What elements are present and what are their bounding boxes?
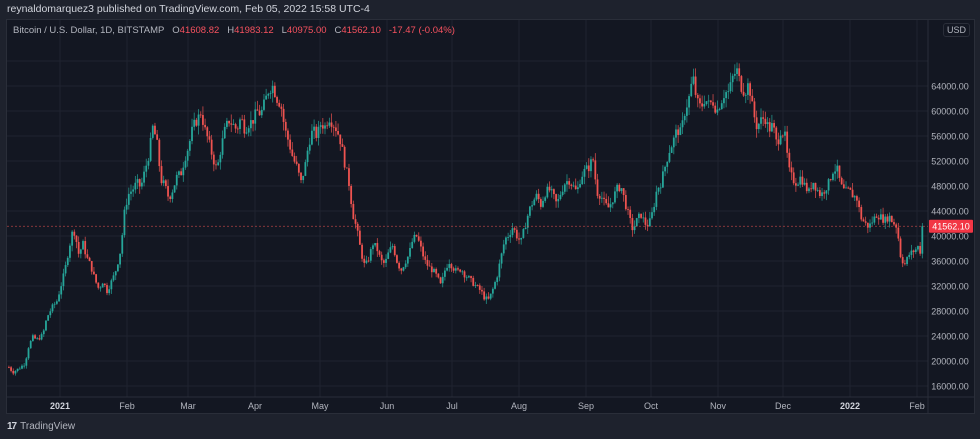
time-tick-label: Oct (644, 401, 659, 411)
price-tick-label: 64000.00 (931, 82, 969, 92)
price-tick-label: 20000.00 (931, 357, 969, 367)
time-tick-label: 2021 (50, 401, 70, 411)
change-value: -17.47 (-0.04%) (388, 25, 455, 36)
price-axis-labels[interactable]: 64000.00 60000.00 56000.00 52000.00 48000.00… (931, 82, 969, 392)
tradingview-logo-icon: 17 (7, 421, 17, 432)
time-axis-labels[interactable]: 2021 Feb Mar Apr May Jun Jul Aug Sep Oct Nov Dec 202… (50, 401, 925, 411)
last-price-badge (929, 219, 973, 233)
time-tick-label: Feb (119, 401, 135, 411)
currency-badge[interactable]: USD (943, 23, 971, 37)
time-tick-label: Jun (380, 401, 395, 411)
symbol-title: Bitcoin / U.S. Dollar, 1D, BITSTAMP (13, 25, 165, 36)
time-tick-label: May (311, 401, 329, 411)
time-tick-label: Nov (710, 401, 727, 411)
brand-name: TradingView (20, 421, 76, 432)
grid-lines (7, 20, 928, 397)
price-tick-label: 44000.00 (931, 207, 969, 217)
close-label: C (334, 25, 342, 36)
last-price-label: 41562.10 (932, 222, 970, 232)
time-tick-label: Jul (446, 401, 458, 411)
candles (8, 62, 924, 376)
close-value: 41562.10 (341, 25, 381, 36)
price-tick-label: 32000.00 (931, 282, 969, 292)
low-label: L (281, 25, 287, 36)
time-tick-label: Aug (511, 401, 527, 411)
open-label: O (172, 25, 180, 36)
symbol-legend: Bitcoin / U.S. Dollar, 1D, BITSTAMP O416… (13, 25, 455, 36)
price-tick-label: 16000.00 (931, 382, 969, 392)
time-tick-label: 2022 (840, 401, 860, 411)
time-tick-label: Apr (248, 401, 262, 411)
price-tick-label: 40000.00 (931, 232, 969, 242)
price-tick-label: 36000.00 (931, 257, 969, 267)
price-tick-label: 48000.00 (931, 182, 969, 192)
price-tick-label: 52000.00 (931, 157, 969, 167)
time-tick-label: Mar (180, 401, 196, 411)
chart-panel[interactable] (6, 19, 975, 414)
published-by-line: reynaldomarquez3 published on TradingVie… (7, 3, 370, 15)
low-value: 40975.00 (286, 25, 327, 36)
price-tick-label: 28000.00 (931, 307, 969, 317)
high-value: 41983.12 (234, 25, 274, 36)
tradingview-footer: 17 TradingView (7, 421, 75, 432)
high-label: H (227, 25, 235, 36)
time-tick-label: Sep (578, 401, 594, 411)
time-tick-label: Dec (775, 401, 792, 411)
price-tick-label: 24000.00 (931, 332, 969, 342)
price-tick-label: 60000.00 (931, 107, 969, 117)
time-tick-label: Feb (909, 401, 925, 411)
open-value: 41608.82 (179, 25, 220, 36)
price-tick-label: 56000.00 (931, 132, 969, 142)
